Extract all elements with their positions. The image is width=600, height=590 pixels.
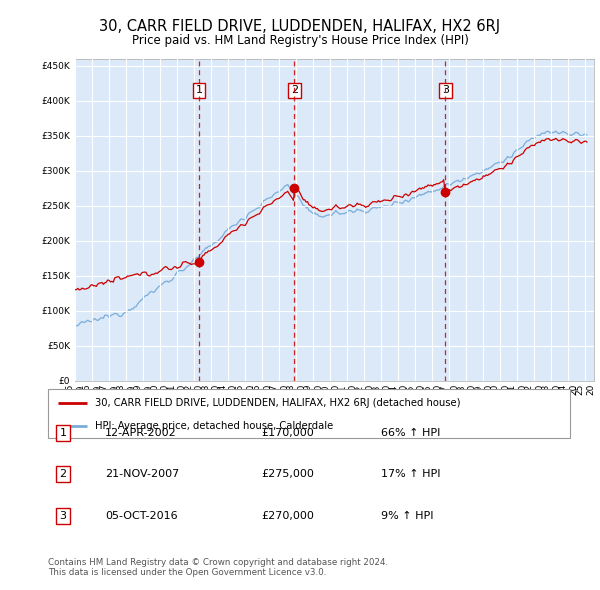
Text: HPI: Average price, detached house, Calderdale: HPI: Average price, detached house, Cald… <box>95 421 333 431</box>
Text: £170,000: £170,000 <box>261 428 314 438</box>
Text: 30, CARR FIELD DRIVE, LUDDENDEN, HALIFAX, HX2 6RJ: 30, CARR FIELD DRIVE, LUDDENDEN, HALIFAX… <box>100 19 500 34</box>
Text: 17% ↑ HPI: 17% ↑ HPI <box>381 470 440 479</box>
Text: 2: 2 <box>291 86 298 96</box>
Text: 1: 1 <box>196 86 202 96</box>
Text: 2: 2 <box>59 470 67 479</box>
Text: 9% ↑ HPI: 9% ↑ HPI <box>381 511 433 520</box>
Text: 21-NOV-2007: 21-NOV-2007 <box>105 470 179 479</box>
Text: 30, CARR FIELD DRIVE, LUDDENDEN, HALIFAX, HX2 6RJ (detached house): 30, CARR FIELD DRIVE, LUDDENDEN, HALIFAX… <box>95 398 460 408</box>
Text: 1: 1 <box>59 428 67 438</box>
Text: £270,000: £270,000 <box>261 511 314 520</box>
Text: Contains HM Land Registry data © Crown copyright and database right 2024.
This d: Contains HM Land Registry data © Crown c… <box>48 558 388 577</box>
Text: 66% ↑ HPI: 66% ↑ HPI <box>381 428 440 438</box>
Text: 05-OCT-2016: 05-OCT-2016 <box>105 511 178 520</box>
Text: 3: 3 <box>59 511 67 520</box>
Text: 3: 3 <box>442 86 449 96</box>
Text: Price paid vs. HM Land Registry's House Price Index (HPI): Price paid vs. HM Land Registry's House … <box>131 34 469 47</box>
Text: £275,000: £275,000 <box>261 470 314 479</box>
Text: 12-APR-2002: 12-APR-2002 <box>105 428 177 438</box>
